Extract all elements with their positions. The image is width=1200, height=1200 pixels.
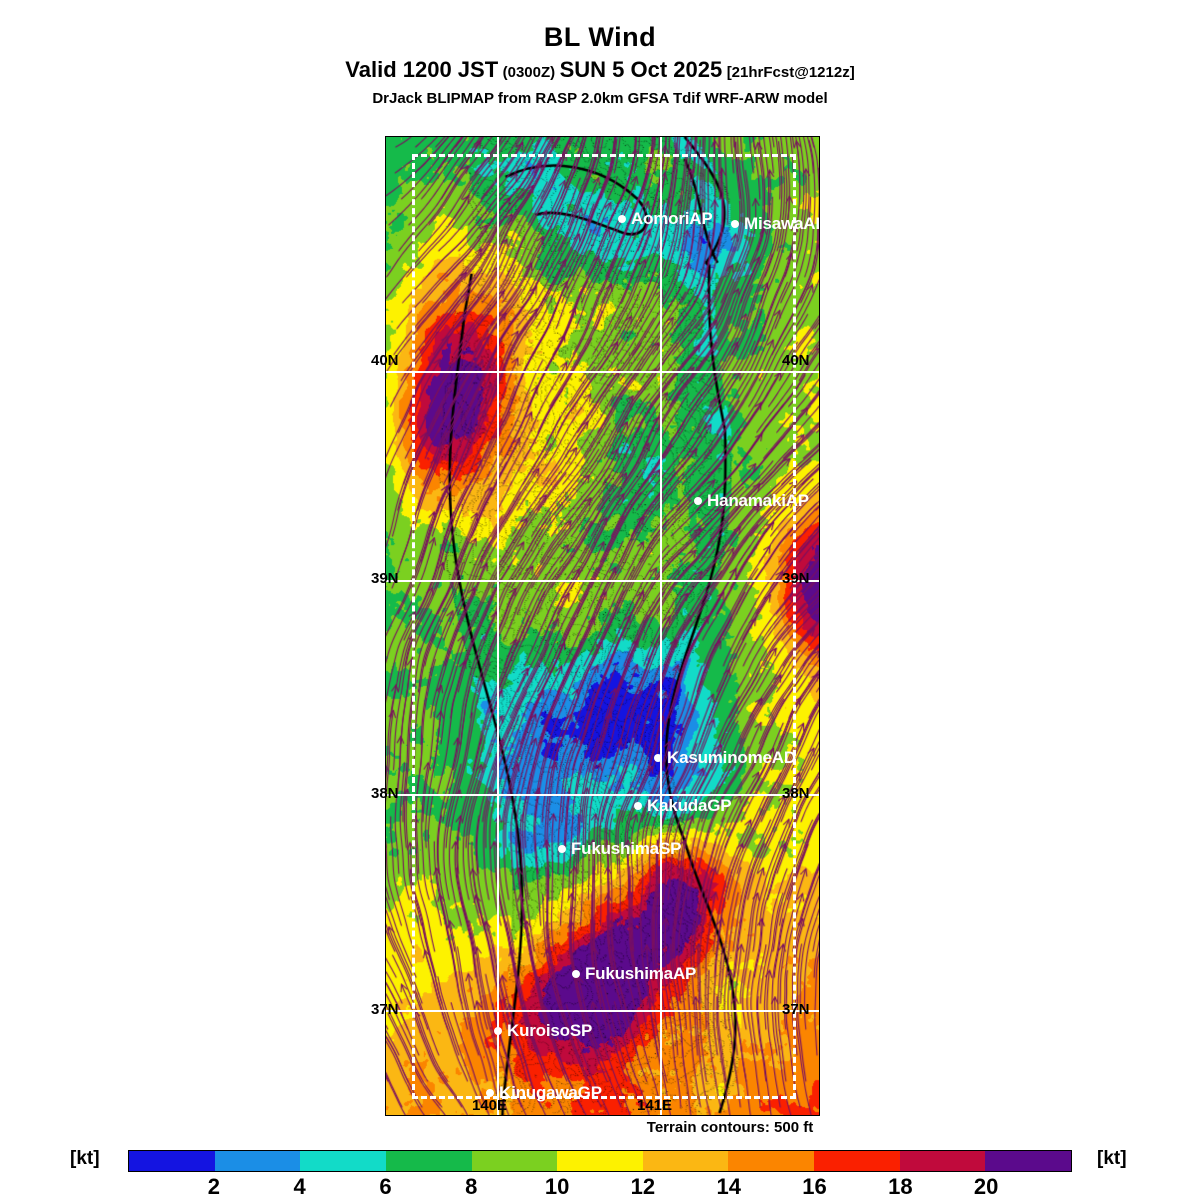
colorbar-segment-1: [214, 1151, 301, 1171]
title-block: BL Wind Valid 1200 JST (0300Z) SUN 5 Oct…: [0, 22, 1200, 108]
colorbar-segment-9: [899, 1151, 986, 1171]
valid-time-utc: (0300Z): [502, 64, 556, 81]
lat-label-right-40N: 40N: [782, 352, 810, 369]
colorbar-segment-3: [385, 1151, 472, 1171]
lat-label-right-38N: 38N: [782, 785, 810, 802]
colorbar-tick-16: 16: [802, 1174, 827, 1199]
lat-label-right-39N: 39N: [782, 570, 810, 587]
lat-label-left-39N: 39N: [371, 570, 399, 587]
valid-date: SUN 5 Oct 2025: [559, 57, 723, 82]
colorbar-segment-2: [300, 1151, 386, 1171]
page-title: BL Wind: [543, 22, 657, 52]
lon-label-bottom-140E: 140E: [472, 1097, 508, 1114]
wind-field-canvas: [386, 137, 819, 1115]
colorbar-segment-8: [814, 1151, 900, 1171]
colorbar-block: [kt] [kt] 2 4 6 8 10 12 14 16 18 20: [0, 1148, 1200, 1200]
forecast-tag: [21hrFcst@1212z]: [726, 64, 855, 81]
lat-label-right-37N: 37N: [782, 1001, 810, 1018]
lon-label-bottom-141E: 141E: [637, 1097, 673, 1114]
colorbar-unit-right: [kt]: [1097, 1148, 1127, 1169]
colorbar-segment-5: [557, 1151, 643, 1171]
colorbar-tick-14: 14: [716, 1174, 741, 1199]
colorbar-unit-left: [kt]: [70, 1148, 100, 1169]
colorbar-tick-10: 10: [544, 1174, 570, 1199]
lat-label-left-37N: 37N: [371, 1001, 399, 1018]
colorbar-tick-18: 18: [888, 1174, 913, 1199]
colorbar-tick-8: 8: [465, 1174, 478, 1199]
lat-label-left-40N: 40N: [371, 352, 399, 369]
colorbar-tick-4: 4: [293, 1174, 306, 1199]
colorbar-segment-6: [642, 1151, 729, 1171]
colorbar-segment-7: [728, 1151, 815, 1171]
colorbar-segment-10: [985, 1151, 1072, 1171]
lat-label-left-38N: 38N: [371, 785, 399, 802]
model-line: DrJack BLIPMAP from RASP 2.0km GFSA Tdif…: [372, 90, 828, 107]
colorbar-tick-12: 12: [630, 1174, 656, 1199]
colorbar-tick-20: 20: [973, 1174, 999, 1199]
colorbar[interactable]: [128, 1150, 1072, 1172]
valid-time-line: Valid 1200 JST (0300Z) SUN 5 Oct 2025 [2…: [0, 57, 1200, 86]
colorbar-segment-4: [471, 1151, 558, 1171]
terrain-contour-note: Terrain contours: 500 ft: [646, 1119, 814, 1136]
wind-map[interactable]: 140E 141E AomoriAPMisawaADHanamakiAPKasu…: [385, 136, 820, 1116]
colorbar-tick-2: 2: [207, 1174, 220, 1199]
colorbar-tick-6: 6: [379, 1174, 392, 1199]
valid-time: Valid 1200 JST: [345, 57, 499, 82]
colorbar-ticks: 2 4 6 8 10 12 14 16 18 20: [128, 1174, 1072, 1200]
colorbar-segment-0: [129, 1151, 215, 1171]
